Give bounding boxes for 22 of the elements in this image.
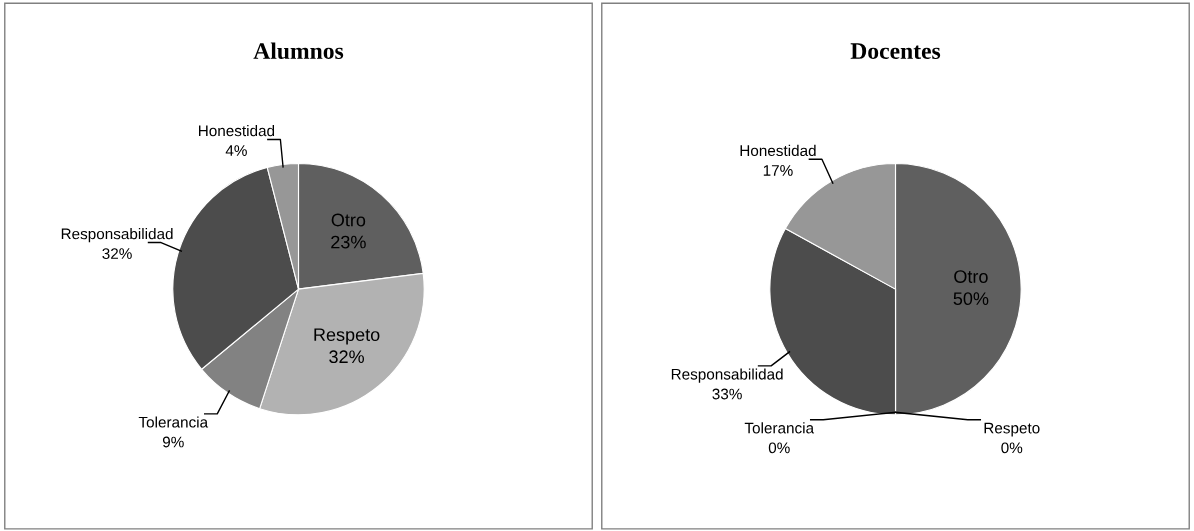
data-label: 33% [712, 388, 742, 400]
category-label: Tolerancia [744, 422, 815, 434]
data-label: 4% [225, 145, 247, 156]
slice-label: Tolerancia [138, 416, 209, 428]
slice-label: Otro [331, 213, 366, 227]
data-label: 23% [331, 235, 366, 249]
slice-label: Respeto [314, 328, 380, 345]
slice-label: Honestidad [740, 144, 816, 157]
text: 0% [768, 442, 790, 454]
data-label: 50% [953, 292, 989, 306]
text: 0% [1001, 442, 1023, 454]
data-label: 32% [329, 350, 364, 364]
slice-label: Responsabilidad [61, 228, 173, 243]
chart-title: Docentes [850, 43, 941, 60]
data-label: 17% [763, 165, 793, 176]
slice-label: Otro [954, 270, 988, 283]
slice-label: Responsabilidad [671, 368, 783, 383]
data-label: 32% [102, 248, 132, 260]
category-label: Respeto [984, 422, 1040, 437]
slice-label: Honestidad [199, 125, 275, 137]
data-label: 9% [162, 436, 184, 448]
chart-title: Alumnos [253, 42, 344, 60]
